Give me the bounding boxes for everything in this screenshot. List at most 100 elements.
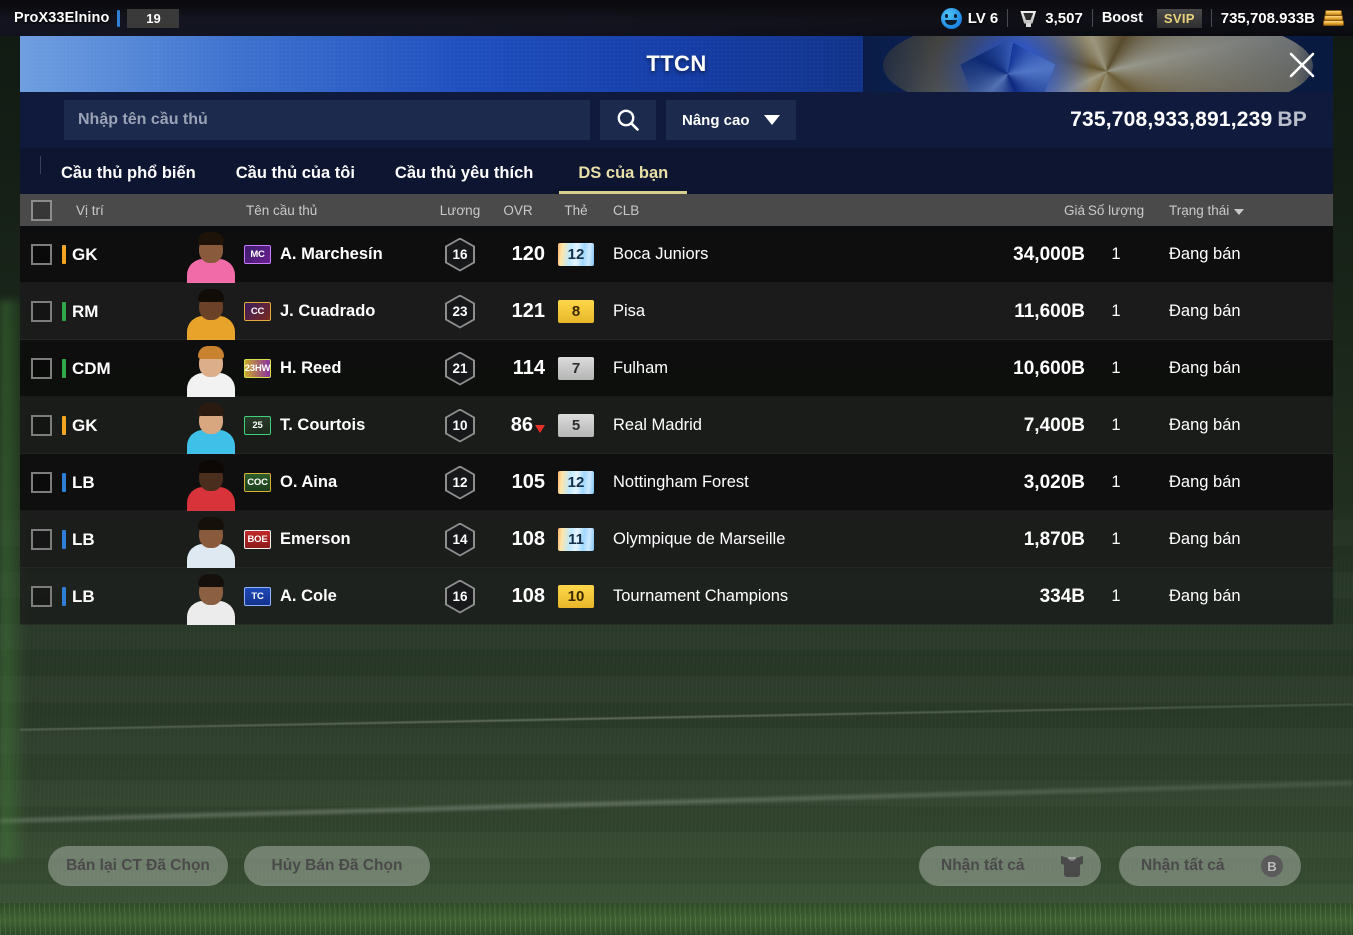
boost-chip[interactable]: Boost SVIP <box>1101 8 1202 28</box>
row-checkbox[interactable] <box>30 529 52 550</box>
table-row[interactable]: GK MC A. Marchesín 16 120 12 Boca Juniors 34,00… <box>20 226 1333 283</box>
wage-hex-badge: 16 <box>445 237 475 272</box>
cell-player-portrait <box>180 511 242 568</box>
level-label: LV 6 <box>967 9 999 27</box>
status-separator <box>1007 9 1009 27</box>
trophy-chip[interactable]: 3,507 <box>1017 9 1083 28</box>
cell-wage: 10 <box>429 408 491 443</box>
cell-player-name: MC A. Marchesín <box>242 245 429 264</box>
modal-header: TTCN <box>20 36 1333 92</box>
level-badge: 19 <box>127 8 180 28</box>
table-row[interactable]: CDM 23HW H. Reed 21 114 7 Fulham 10,600B 1 Đang b… <box>20 340 1333 397</box>
table-row[interactable]: LB COC O. Aina 12 105 12 Nottingham Forest 3,02… <box>20 454 1333 511</box>
row-checkbox-cell[interactable] <box>20 472 62 493</box>
claim-all-items-label: Nhận tất cả <box>941 857 1025 874</box>
boost-label: Boost <box>1101 10 1143 26</box>
player-name-label: J. Cuadrado <box>280 302 376 320</box>
header-quantity: Số lượng <box>1087 202 1145 218</box>
row-checkbox[interactable] <box>30 472 52 493</box>
close-icon[interactable] <box>1283 46 1321 84</box>
club-badge-icon: MC <box>244 245 271 264</box>
header-wage: Lương <box>439 202 481 218</box>
cell-wage: 21 <box>429 351 491 386</box>
position-color-bar <box>62 359 66 378</box>
ovr-value: 108 <box>511 585 545 607</box>
sort-caret-icon <box>1234 208 1245 215</box>
cell-status: Đang bán <box>1169 530 1241 548</box>
row-checkbox[interactable] <box>30 301 52 322</box>
wage-hex-badge: 10 <box>445 408 475 443</box>
row-checkbox-cell[interactable] <box>20 244 62 265</box>
cell-club: Olympique de Marseille <box>613 530 786 548</box>
row-checkbox-cell[interactable] <box>20 529 62 550</box>
position-label: LB <box>72 586 95 606</box>
header-status[interactable]: Trạng thái <box>1147 203 1333 218</box>
cell-player-name: TC A. Cole <box>242 587 429 606</box>
player-name-label: Emerson <box>280 530 351 548</box>
bp-balance: 735,708,933,891,239 BP <box>1070 108 1307 132</box>
row-checkbox-cell[interactable] <box>20 358 62 379</box>
wage-hex-badge: 21 <box>445 351 475 386</box>
cell-card: 8 <box>545 300 607 323</box>
cell-card: 11 <box>545 528 607 551</box>
row-checkbox[interactable] <box>30 415 52 436</box>
select-all-checkbox[interactable] <box>30 199 52 221</box>
search-button[interactable] <box>600 100 656 140</box>
cell-club: Fulham <box>613 359 669 377</box>
table-row[interactable]: LB TC A. Cole 16 108 10 Tournament Champions 33… <box>20 568 1333 625</box>
row-checkbox[interactable] <box>30 244 52 265</box>
header-price: Giá <box>1063 202 1085 218</box>
chevron-down-icon <box>763 115 780 125</box>
cell-player-portrait <box>180 397 242 454</box>
tab-my-players[interactable]: Cầu thủ của tôi <box>235 163 355 182</box>
club-badge-icon: TC <box>244 587 271 606</box>
cell-quantity: 1 <box>1111 416 1121 434</box>
tab-popular-players[interactable]: Cầu thủ phổ biến <box>61 163 196 182</box>
player-name-label: H. Reed <box>280 359 342 377</box>
card-level-badge: 8 <box>558 300 594 323</box>
coin-chip[interactable]: 735,708.933B <box>1221 9 1345 27</box>
table-row[interactable]: RM CC J. Cuadrado 23 121 8 Pisa 11,600B 1 Đang bá… <box>20 283 1333 340</box>
table-row[interactable]: GK 25 T. Courtois 10 86 5 Real Madrid 7,400B 1 Đa… <box>20 397 1333 454</box>
cell-status: Đang bán <box>1169 245 1241 263</box>
resell-selected-button[interactable]: Bán lại CT Đã Chọn <box>48 846 228 886</box>
claim-all-coins-button[interactable]: Nhận tất cả B <box>1119 846 1301 886</box>
status-separator <box>1091 9 1093 27</box>
top-status-bar: ProX33Elnino 19 LV 6 3,507 Boost SVIP <box>0 0 1353 36</box>
tab-favorite-players[interactable]: Cầu thủ yêu thích <box>394 163 534 182</box>
cell-ovr: 114 <box>491 357 545 380</box>
level-chip[interactable]: LV 6 <box>940 7 999 29</box>
row-checkbox-cell[interactable] <box>20 415 62 436</box>
table-row[interactable]: LB BOE Emerson 14 108 11 Olympique de Marseill… <box>20 511 1333 568</box>
advanced-filter-button[interactable]: Nâng cao <box>666 100 796 140</box>
bp-coin-icon: B <box>1261 855 1283 877</box>
player-avatar <box>184 230 238 283</box>
cell-position: GK <box>62 416 180 436</box>
cell-card: 10 <box>545 585 607 608</box>
cell-status: Đang bán <box>1169 416 1241 434</box>
header-status-label: Trạng thái <box>1169 202 1230 218</box>
search-input[interactable] <box>64 100 590 140</box>
cell-position: LB <box>62 530 180 550</box>
table-header-row: Vị trí Tên cầu thủ Lương OVR Thẻ CLB Giá… <box>20 194 1333 226</box>
table-body: GK MC A. Marchesín 16 120 12 Boca Juniors 34,00… <box>20 226 1333 625</box>
ttcn-modal: TTCN Nâng cao <box>20 36 1333 902</box>
cell-price: 334B <box>1039 585 1085 607</box>
row-checkbox[interactable] <box>30 358 52 379</box>
cell-quantity: 1 <box>1111 302 1121 320</box>
cell-club: Boca Juniors <box>613 245 709 263</box>
ovr-value: 120 <box>511 243 545 265</box>
player-name-label: A. Marchesín <box>280 245 383 263</box>
wage-hex-badge: 16 <box>445 579 475 614</box>
claim-all-items-button[interactable]: Nhận tất cả <box>919 846 1101 886</box>
row-checkbox[interactable] <box>30 586 52 607</box>
select-all-checkbox-cell[interactable] <box>20 199 62 221</box>
cancel-sale-selected-button[interactable]: Hủy Bán Đã Chọn <box>244 846 430 886</box>
player-avatar <box>184 572 238 625</box>
row-checkbox-cell[interactable] <box>20 586 62 607</box>
tab-your-list[interactable]: DS của bạn <box>553 152 693 194</box>
card-level-badge: 12 <box>558 471 594 494</box>
card-level-badge: 7 <box>558 357 594 380</box>
row-checkbox-cell[interactable] <box>20 301 62 322</box>
